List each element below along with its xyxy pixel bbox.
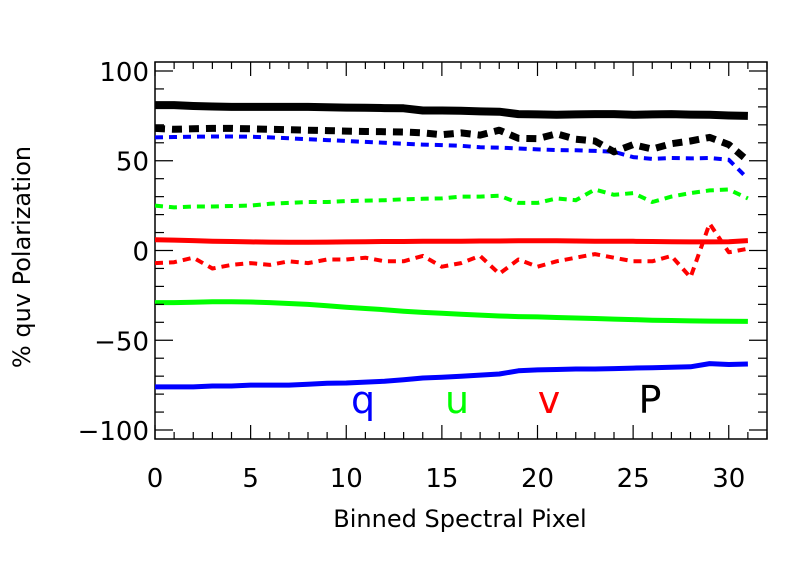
ticks-layer: 0 5 10 15 20 25 30 −100 −50 0 50 100 bbox=[78, 58, 768, 494]
x-tick-label: 10 bbox=[330, 464, 363, 494]
y-tick-label: 0 bbox=[132, 238, 149, 268]
x-axis-label: Binned Spectral Pixel bbox=[333, 505, 586, 533]
legend-entry-q: q bbox=[351, 378, 375, 422]
legend-entry-u: u bbox=[445, 378, 469, 422]
y-tick-label: 100 bbox=[99, 58, 149, 88]
series-v-line bbox=[155, 237, 749, 245]
x-tick-label: 20 bbox=[521, 464, 554, 494]
x-tick-label: 30 bbox=[712, 464, 745, 494]
series-u-line bbox=[155, 299, 748, 324]
y-tick-label: −50 bbox=[94, 327, 149, 357]
series-layer bbox=[155, 101, 751, 390]
series-dashed-5-line bbox=[155, 187, 749, 210]
legend-entry-v: v bbox=[538, 378, 561, 422]
x-tick-label: 5 bbox=[242, 464, 259, 494]
series-q-line bbox=[155, 361, 748, 390]
series-dashed-7-line bbox=[155, 124, 751, 164]
series-dashed-6-line bbox=[155, 221, 749, 280]
y-tick-label: 50 bbox=[116, 148, 149, 178]
y-tick-label: −100 bbox=[78, 417, 149, 447]
y-axis-label: % quv Polarization bbox=[8, 146, 36, 368]
x-tick-label: 25 bbox=[617, 464, 650, 494]
legend-entry-P: P bbox=[639, 378, 662, 422]
x-tick-label: 15 bbox=[425, 464, 458, 494]
x-tick-label: 0 bbox=[147, 464, 164, 494]
series-dashed-4-line bbox=[155, 134, 750, 181]
series-P-line bbox=[155, 101, 748, 120]
